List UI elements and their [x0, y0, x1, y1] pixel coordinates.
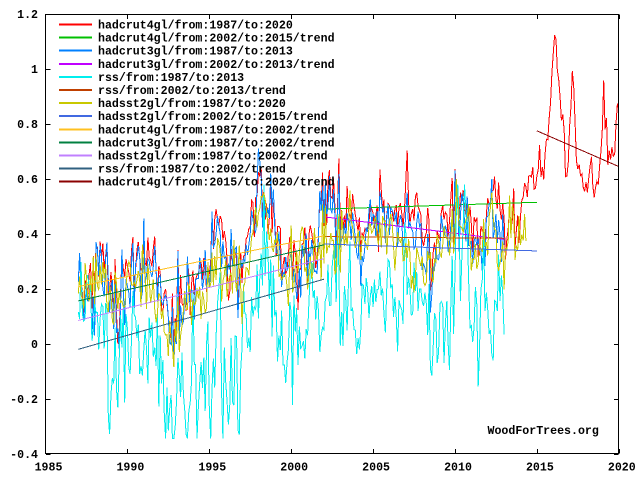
svg-text:0.2: 0.2	[17, 284, 38, 297]
svg-text:hadcrut3gl/from:2002/to:2013/t: hadcrut3gl/from:2002/to:2013/trend	[98, 59, 335, 72]
svg-text:hadcrut4gl/from:2002/to:2015/t: hadcrut4gl/from:2002/to:2015/trend	[98, 33, 335, 46]
svg-text:hadcrut3gl/from:1987/to:2013: hadcrut3gl/from:1987/to:2013	[98, 46, 293, 59]
svg-text:1990: 1990	[116, 461, 144, 474]
svg-text:0.6: 0.6	[17, 174, 38, 187]
svg-text:2000: 2000	[280, 461, 308, 474]
svg-text:1985: 1985	[35, 461, 63, 474]
svg-text:1: 1	[31, 64, 38, 77]
svg-text:hadsst2gl/from:2002/to:2015/tr: hadsst2gl/from:2002/to:2015/trend	[98, 111, 328, 124]
svg-text:hadsst2gl/from:1987/to:2002/tr: hadsst2gl/from:1987/to:2002/trend	[98, 151, 328, 164]
svg-text:2010: 2010	[444, 461, 472, 474]
svg-text:hadcrut4gl/from:1987/to:2020: hadcrut4gl/from:1987/to:2020	[98, 20, 293, 33]
svg-text:rss/from:2002/to:2013/trend: rss/from:2002/to:2013/trend	[98, 85, 286, 98]
svg-text:0: 0	[31, 339, 38, 352]
svg-text:2015: 2015	[526, 461, 554, 474]
svg-text:hadcrut4gl/from:1987/to:2002/t: hadcrut4gl/from:1987/to:2002/trend	[98, 124, 335, 137]
svg-text:rss/from:1987/to:2013: rss/from:1987/to:2013	[98, 72, 244, 85]
svg-text:rss/from:1987/to:2002/trend: rss/from:1987/to:2002/trend	[98, 164, 286, 177]
svg-text:0.4: 0.4	[17, 229, 38, 242]
svg-text:2005: 2005	[362, 461, 390, 474]
svg-text:hadcrut4gl/from:2015/to:2020/t: hadcrut4gl/from:2015/to:2020/trend	[98, 177, 335, 190]
svg-text:0.8: 0.8	[17, 119, 38, 132]
svg-text:WoodForTrees.org: WoodForTrees.org	[488, 425, 599, 438]
svg-text:-0.4: -0.4	[10, 449, 38, 462]
svg-text:1995: 1995	[198, 461, 226, 474]
svg-text:hadcrut3gl/from:1987/to:2002/t: hadcrut3gl/from:1987/to:2002/trend	[98, 137, 335, 150]
svg-text:2020: 2020	[608, 461, 636, 474]
svg-text:1.2: 1.2	[17, 9, 38, 22]
svg-text:hadsst2gl/from:1987/to:2020: hadsst2gl/from:1987/to:2020	[98, 98, 286, 111]
svg-text:-0.2: -0.2	[10, 394, 38, 407]
